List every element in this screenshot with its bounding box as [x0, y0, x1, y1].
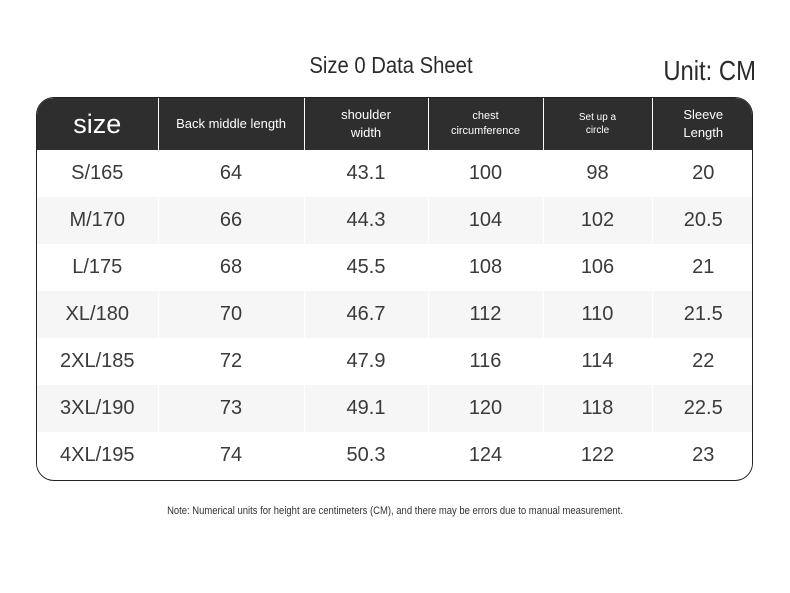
cell-size: 3XL/190: [37, 385, 159, 432]
table-row: 4XL/195 74 50.3 124 122 23: [37, 432, 752, 479]
measurement-note: Note: Numerical units for height are cen…: [167, 505, 623, 517]
cell-shoulder-width: 46.7: [304, 291, 429, 338]
column-header-sleeve-length: Sleeve Length: [683, 107, 724, 140]
size-table: size Back middle length shoulder width c…: [37, 98, 752, 479]
cell-set-up-a-circle: 114: [543, 338, 653, 385]
table-header: size Back middle length shoulder width c…: [37, 98, 752, 150]
cell-shoulder-width: 47.9: [304, 338, 429, 385]
cell-back-middle-length: 74: [158, 432, 305, 479]
sheet-title: Size 0 Data Sheet: [309, 52, 473, 78]
column-header-back-middle-length: Back middle length: [158, 98, 305, 150]
cell-chest-circumference: 120: [428, 385, 544, 432]
cell-size: M/170: [37, 197, 159, 244]
cell-chest-circumference: 124: [428, 432, 544, 479]
column-header-size: size: [37, 98, 159, 150]
table-row: S/165 64 43.1 100 98 20: [37, 150, 752, 197]
cell-set-up-a-circle: 102: [543, 197, 653, 244]
cell-sleeve-length: 21: [692, 256, 715, 278]
cell-chest-circumference: 100: [428, 150, 544, 197]
cell-size: 4XL/195: [37, 432, 159, 479]
cell-set-up-a-circle: 122: [543, 432, 653, 479]
cell-sleeve-length: 21.5: [683, 303, 723, 325]
header-row: size Back middle length shoulder width c…: [37, 98, 752, 150]
cell-chest-circumference: 116: [428, 338, 544, 385]
size-table-container: size Back middle length shoulder width c…: [36, 97, 753, 481]
cell-back-middle-length: 70: [158, 291, 305, 338]
cell-back-middle-length: 64: [158, 150, 305, 197]
cell-chest-circumference: 108: [428, 244, 544, 291]
cell-set-up-a-circle: 110: [543, 291, 653, 338]
table-row: XL/180 70 46.7 112 110 21.5: [37, 291, 752, 338]
cell-shoulder-width: 49.1: [304, 385, 429, 432]
cell-size: S/165: [37, 150, 159, 197]
table-row: L/175 68 45.5 108 106 21: [37, 244, 752, 291]
cell-shoulder-width: 50.3: [304, 432, 429, 479]
cell-back-middle-length: 72: [158, 338, 305, 385]
table-row: 2XL/185 72 47.9 116 114 22: [37, 338, 752, 385]
cell-size: 2XL/185: [37, 338, 159, 385]
cell-set-up-a-circle: 118: [543, 385, 653, 432]
cell-sleeve-length: 20.5: [683, 209, 723, 231]
cell-size: XL/180: [37, 291, 159, 338]
cell-shoulder-width: 45.5: [304, 244, 429, 291]
cell-chest-circumference: 104: [428, 197, 544, 244]
cell-shoulder-width: 43.1: [304, 150, 429, 197]
table-body: S/165 64 43.1 100 98 20 M/170 66 44.3 10…: [37, 150, 752, 479]
cell-set-up-a-circle: 106: [543, 244, 653, 291]
column-header-set-up-a-circle: Set up a circle: [543, 98, 653, 150]
cell-sleeve-length: 20: [692, 162, 715, 184]
unit-label: Unit: CM: [663, 55, 756, 86]
cell-shoulder-width: 44.3: [304, 197, 429, 244]
cell-sleeve-length: 23: [692, 444, 715, 466]
cell-size: L/175: [37, 244, 159, 291]
table-row: M/170 66 44.3 104 102 20.5: [37, 197, 752, 244]
cell-back-middle-length: 73: [158, 385, 305, 432]
cell-sleeve-length: 22.5: [683, 397, 723, 419]
cell-sleeve-length: 22: [692, 350, 715, 372]
column-header-shoulder-width: shoulder width: [304, 98, 429, 150]
table-row: 3XL/190 73 49.1 120 118 22.5: [37, 385, 752, 432]
cell-chest-circumference: 112: [428, 291, 544, 338]
column-header-chest-circumference: chest circumference: [428, 98, 544, 150]
cell-back-middle-length: 68: [158, 244, 305, 291]
cell-back-middle-length: 66: [158, 197, 305, 244]
cell-set-up-a-circle: 98: [543, 150, 653, 197]
